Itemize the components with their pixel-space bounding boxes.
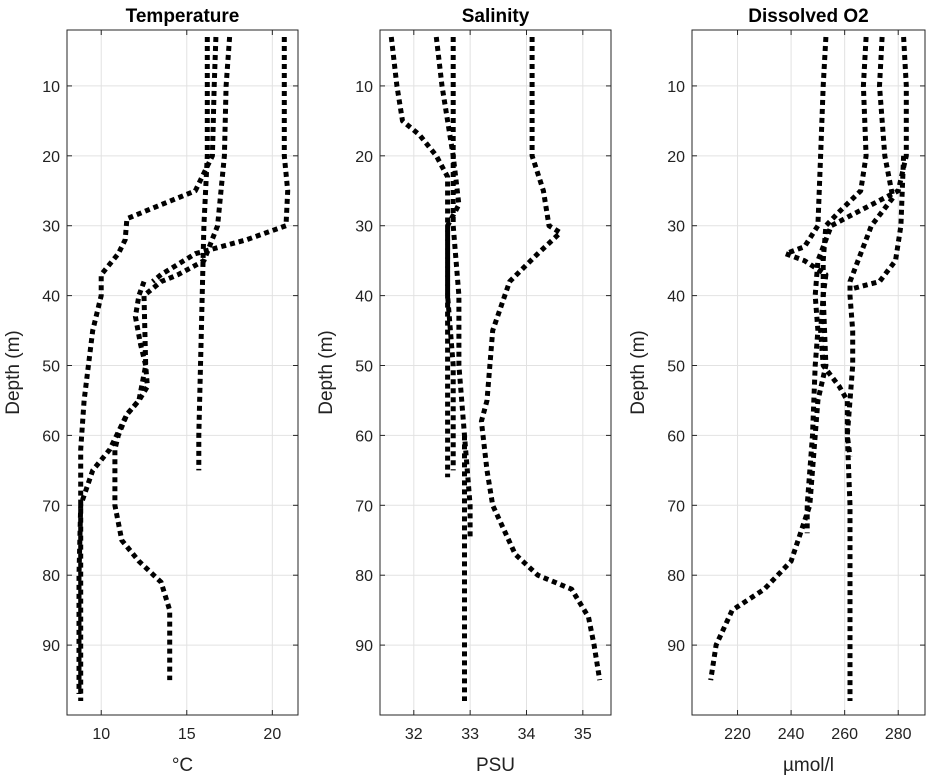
y-tick-label: 40 [42, 289, 60, 306]
y-tick-label: 30 [667, 219, 685, 236]
y-tick-label: 90 [42, 638, 60, 655]
panel-title: Dissolved O2 [748, 6, 868, 27]
y-tick-label: 90 [355, 638, 373, 655]
y-tick-label: 70 [42, 498, 60, 515]
y-tick-label: 80 [42, 568, 60, 585]
y-tick-label: 30 [42, 219, 60, 236]
x-tick-label: 10 [92, 726, 110, 743]
axes-frame [66, 29, 299, 716]
series-line-1 [388, 36, 456, 471]
series-line-2 [76, 36, 233, 694]
series-line-3 [844, 36, 896, 457]
panel-title: Temperature [126, 6, 240, 27]
y-tick-label: 30 [355, 219, 373, 236]
series-line-3 [478, 37, 603, 681]
x-axis-label: PSU [476, 755, 515, 776]
panel-title: Salinity [462, 6, 530, 27]
y-tick-label: 10 [355, 79, 373, 96]
y-tick-label: 60 [355, 428, 373, 445]
axes-frame [379, 29, 612, 716]
x-tick-label: 32 [405, 726, 423, 743]
y-tick-label: 50 [355, 359, 373, 376]
y-tick-label: 10 [667, 79, 685, 96]
panel-3: 220 240 260 280 10 20 30 40 50 60 70 80 90 Dissolved … [628, 6, 926, 776]
x-tick-label: 260 [831, 726, 858, 743]
y-tick-label: 70 [667, 498, 685, 515]
x-tick-label: 220 [724, 726, 751, 743]
x-tick-label: 33 [461, 726, 479, 743]
y-axis-label: Depth (m) [3, 330, 24, 414]
x-axis-label: °C [172, 755, 193, 776]
series-line-5 [852, 155, 907, 292]
y-tick-label: 80 [355, 568, 373, 585]
y-tick-label: 40 [355, 289, 373, 306]
y-tick-label: 90 [667, 638, 685, 655]
y-tick-label: 40 [667, 289, 685, 306]
series-line-4 [804, 36, 909, 534]
y-tick-label: 60 [667, 428, 685, 445]
y-tick-label: 80 [667, 568, 685, 585]
y-tick-label: 50 [42, 359, 60, 376]
x-tick-label: 35 [574, 726, 592, 743]
y-axis-label: Depth (m) [316, 330, 337, 414]
series-line-2 [433, 36, 462, 478]
x-tick-label: 34 [518, 726, 536, 743]
y-tick-label: 10 [42, 79, 60, 96]
x-tick-label: 280 [885, 726, 912, 743]
y-tick-label: 60 [42, 428, 60, 445]
x-tick-label: 240 [778, 726, 805, 743]
series-line-4 [450, 37, 473, 541]
y-tick-label: 50 [667, 359, 685, 376]
y-tick-label: 20 [42, 149, 60, 166]
x-tick-label: 15 [178, 726, 196, 743]
series-line-3 [151, 37, 291, 284]
x-tick-label: 20 [263, 726, 281, 743]
series-line-5 [112, 280, 173, 681]
panel-1: 10 15 20 10 20 30 40 50 60 70 80 90 Temperature °C Dep… [3, 6, 299, 776]
x-axis-label: µmol/l [783, 755, 834, 776]
series-line-4 [78, 36, 219, 701]
y-axis-label: Depth (m) [628, 330, 649, 414]
series-line-2 [818, 36, 869, 701]
y-tick-label: 20 [667, 149, 685, 166]
panel-2: 32 33 34 35 10 20 30 40 50 60 70 80 90 Salinity PSU Dep… [316, 6, 612, 776]
y-tick-label: 70 [355, 498, 373, 515]
series-line-1 [708, 36, 829, 681]
axes-frame [691, 29, 926, 716]
y-tick-label: 20 [355, 149, 373, 166]
